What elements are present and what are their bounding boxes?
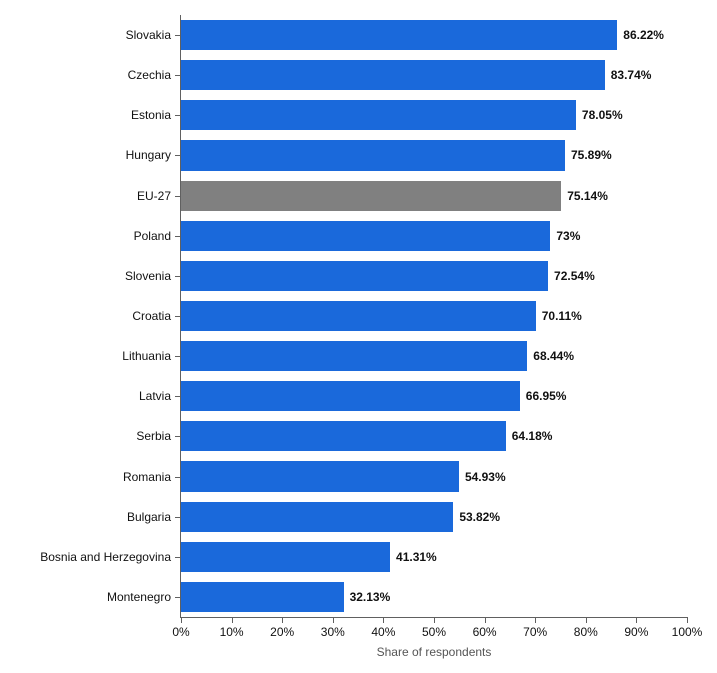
category-label: Estonia [131, 108, 171, 122]
bar-value-label: 41.31% [396, 550, 437, 564]
bar-value-label: 66.95% [526, 389, 567, 403]
bar: 73% [181, 221, 550, 251]
x-tick-mark [687, 617, 688, 623]
category-label: Latvia [139, 389, 171, 403]
x-tick-mark [383, 617, 384, 623]
bar-value-label: 83.74% [611, 68, 652, 82]
bar: 86.22% [181, 20, 617, 50]
x-tick-mark [181, 617, 182, 623]
bar-value-label: 64.18% [512, 429, 553, 443]
bar-row: EU-2775.14% [181, 181, 687, 211]
x-tick-label: 20% [270, 625, 294, 639]
bar: 70.11% [181, 301, 536, 331]
bar: 75.14% [181, 181, 561, 211]
bar-row: Poland73% [181, 221, 687, 251]
bar-row: Slovakia86.22% [181, 20, 687, 50]
x-tick-mark [282, 617, 283, 623]
bar: 83.74% [181, 60, 605, 90]
bar-row: Croatia70.11% [181, 301, 687, 331]
bar-row: Bosnia and Herzegovina41.31% [181, 542, 687, 572]
chart-container: Share of respondents 0% 10% 20% 30% 40% 50% 60… [0, 0, 717, 673]
category-label: Montenegro [107, 590, 171, 604]
x-tick-mark [434, 617, 435, 623]
x-tick-mark [485, 617, 486, 623]
bar-row: Slovenia72.54% [181, 261, 687, 291]
bar-value-label: 75.14% [567, 189, 608, 203]
x-tick-label: 10% [220, 625, 244, 639]
category-label: EU-27 [137, 189, 171, 203]
x-tick-mark [586, 617, 587, 623]
x-tick-label: 80% [574, 625, 598, 639]
bar: 78.05% [181, 100, 576, 130]
bar-row: Lithuania68.44% [181, 341, 687, 371]
bar: 75.89% [181, 140, 565, 170]
bar-value-label: 70.11% [542, 309, 582, 323]
category-label: Bulgaria [127, 510, 171, 524]
bar-row: Serbia64.18% [181, 421, 687, 451]
x-tick-mark [535, 617, 536, 623]
x-tick-mark [333, 617, 334, 623]
x-tick-label: 90% [624, 625, 648, 639]
bar: 54.93% [181, 461, 459, 491]
category-label: Czechia [128, 68, 171, 82]
bar-row: Hungary75.89% [181, 140, 687, 170]
bar-row: Montenegro32.13% [181, 582, 687, 612]
x-tick-label: 60% [473, 625, 497, 639]
category-label: Poland [134, 229, 171, 243]
bar: 66.95% [181, 381, 520, 411]
bar-value-label: 75.89% [571, 148, 612, 162]
bar-value-label: 32.13% [350, 590, 391, 604]
category-label: Romania [123, 470, 171, 484]
category-label: Slovakia [126, 28, 171, 42]
x-tick-label: 50% [422, 625, 446, 639]
bar-row: Czechia83.74% [181, 60, 687, 90]
bar: 68.44% [181, 341, 527, 371]
bar-row: Latvia66.95% [181, 381, 687, 411]
x-tick-label: 40% [371, 625, 395, 639]
x-axis-title: Share of respondents [377, 645, 492, 659]
bar-row: Estonia78.05% [181, 100, 687, 130]
bar-value-label: 72.54% [554, 269, 595, 283]
x-tick-mark [232, 617, 233, 623]
bar-value-label: 86.22% [623, 28, 664, 42]
bar: 64.18% [181, 421, 506, 451]
bar-value-label: 73% [556, 229, 580, 243]
bar-row: Romania54.93% [181, 461, 687, 491]
plot-area: Share of respondents 0%10%20%30%40%50%60… [180, 15, 687, 618]
bar-value-label: 54.93% [465, 470, 506, 484]
category-label: Serbia [136, 429, 171, 443]
bar: 32.13% [181, 582, 344, 612]
bar-value-label: 78.05% [582, 108, 623, 122]
category-label: Lithuania [122, 349, 171, 363]
x-tick-label: 0% [172, 625, 189, 639]
bar: 41.31% [181, 542, 390, 572]
x-tick-label: 70% [523, 625, 547, 639]
bar: 72.54% [181, 261, 548, 291]
bar-value-label: 53.82% [459, 510, 500, 524]
bar: 53.82% [181, 502, 453, 532]
x-tick-mark [636, 617, 637, 623]
x-tick-label: 100% [672, 625, 703, 639]
category-label: Slovenia [125, 269, 171, 283]
bar-row: Bulgaria53.82% [181, 502, 687, 532]
category-label: Bosnia and Herzegovina [40, 550, 171, 564]
category-label: Croatia [132, 309, 171, 323]
bar-value-label: 68.44% [533, 349, 574, 363]
category-label: Hungary [126, 148, 171, 162]
x-tick-label: 30% [321, 625, 345, 639]
